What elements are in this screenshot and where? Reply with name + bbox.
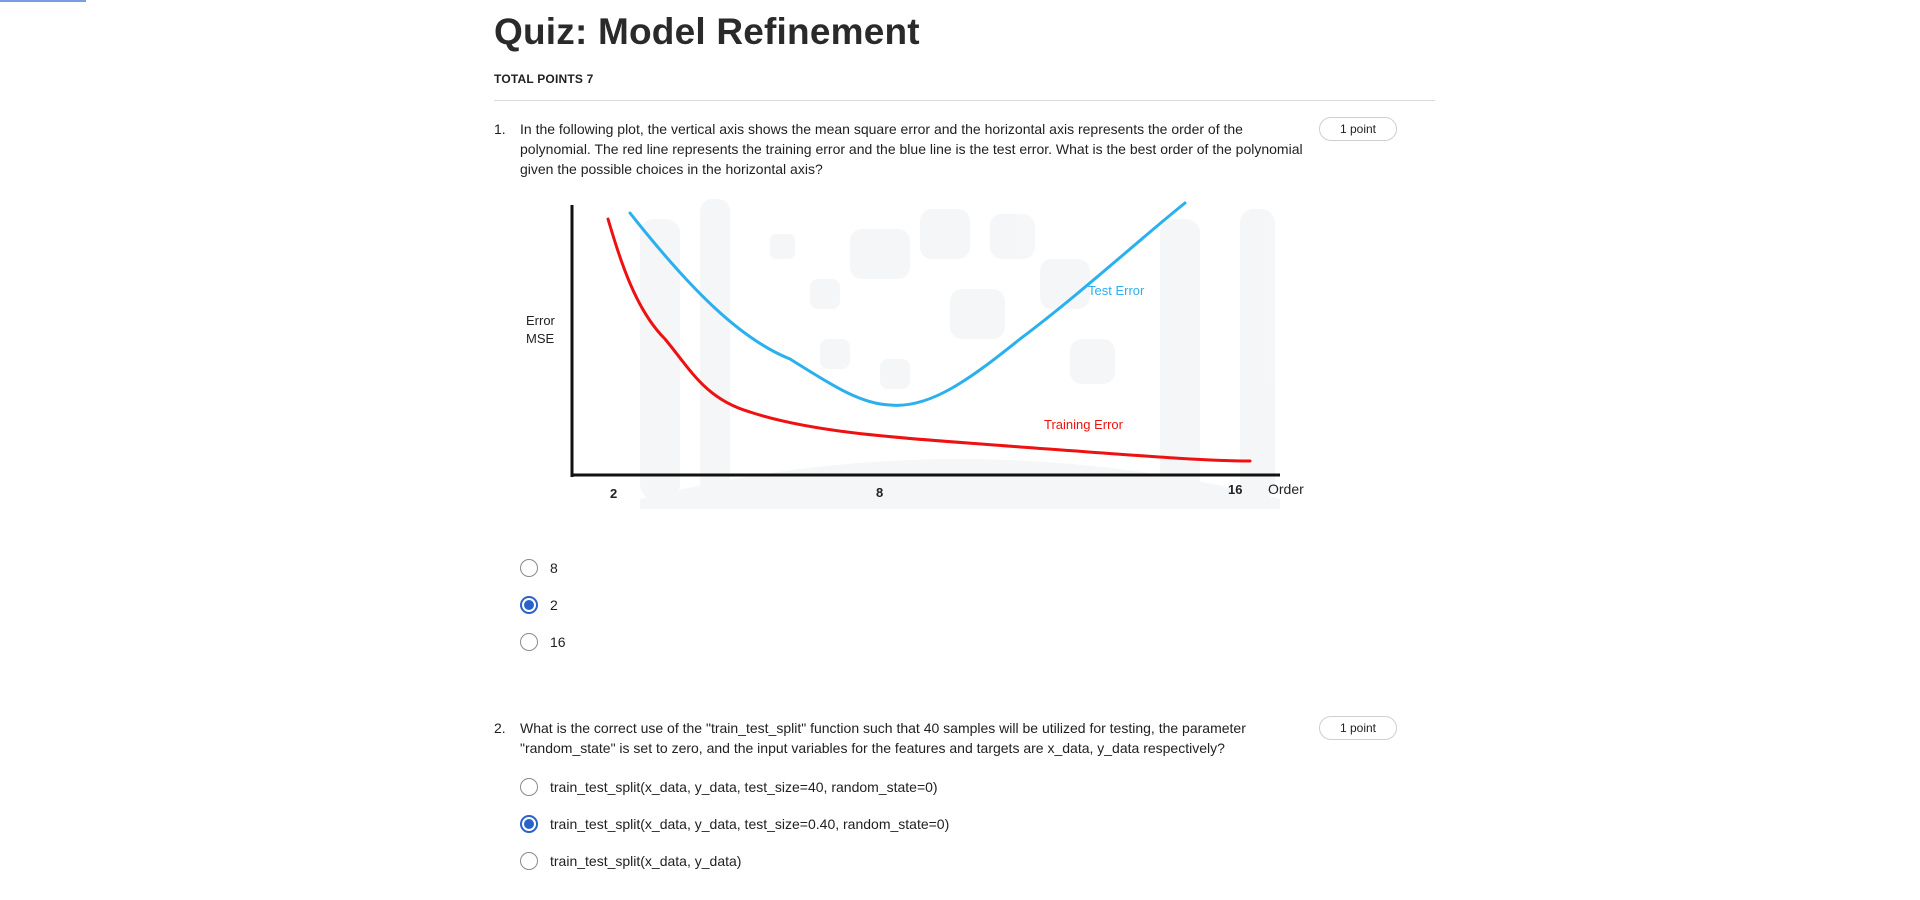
option-1[interactable]: 8 bbox=[520, 549, 1435, 586]
test-error-line bbox=[628, 201, 1187, 407]
question-1: 1. In the following plot, the vertical a… bbox=[494, 117, 1435, 660]
option-label: 16 bbox=[550, 633, 566, 650]
page-title: Quiz: Model Refinement bbox=[494, 11, 920, 52]
points-badge: 1 point bbox=[1319, 117, 1397, 141]
option-3[interactable]: 16 bbox=[520, 623, 1435, 660]
option-1[interactable]: train_test_split(x_data, y_data, test_si… bbox=[520, 768, 1435, 805]
answer-options: 8 2 16 bbox=[520, 549, 1435, 660]
x-axis-label: Order bbox=[1268, 481, 1304, 497]
option-label: 2 bbox=[550, 596, 558, 613]
radio-button-selected[interactable] bbox=[520, 595, 538, 614]
radio-button[interactable] bbox=[520, 632, 538, 651]
option-label: train_test_split(x_data, y_data, test_si… bbox=[550, 815, 950, 832]
question-number: 1. bbox=[494, 121, 506, 137]
quiz-container: Quiz: Model Refinement TOTAL POINTS 7 1.… bbox=[494, 0, 1435, 879]
x-tick-2: 2 bbox=[610, 486, 617, 501]
points-badge: 1 point bbox=[1319, 716, 1397, 740]
watermark bbox=[640, 199, 1280, 509]
progress-strip bbox=[0, 0, 86, 2]
radio-button[interactable] bbox=[520, 558, 538, 577]
option-label: 8 bbox=[550, 559, 558, 576]
option-label: train_test_split(x_data, y_data) bbox=[550, 852, 742, 869]
x-tick-16: 16 bbox=[1228, 482, 1242, 497]
total-points: TOTAL POINTS 7 bbox=[494, 72, 594, 86]
y-axis-label-line1: Error bbox=[526, 313, 556, 328]
x-tick-8: 8 bbox=[876, 485, 883, 500]
question-text: In the following plot, the vertical axis… bbox=[520, 121, 1303, 177]
option-2[interactable]: train_test_split(x_data, y_data, test_si… bbox=[520, 805, 1435, 842]
legend-test-error: Test Error bbox=[1088, 283, 1145, 298]
question-number: 2. bbox=[494, 720, 506, 736]
option-label: train_test_split(x_data, y_data, test_si… bbox=[550, 778, 938, 795]
option-3[interactable]: train_test_split(x_data, y_data) bbox=[520, 842, 1435, 879]
error-plot: Error MSE Test Error Training Error 2 8 … bbox=[520, 199, 1340, 519]
radio-button[interactable] bbox=[520, 851, 538, 870]
error-plot-svg: Error MSE Test Error Training Error 2 8 … bbox=[526, 199, 1304, 509]
question-2: 2. What is the correct use of the "train… bbox=[494, 716, 1435, 879]
question-text: What is the correct use of the "train_te… bbox=[520, 720, 1246, 756]
option-2[interactable]: 2 bbox=[520, 586, 1435, 623]
answer-options: train_test_split(x_data, y_data, test_si… bbox=[520, 768, 1435, 879]
radio-button-selected[interactable] bbox=[520, 814, 538, 833]
radio-button[interactable] bbox=[520, 777, 538, 796]
training-error-line bbox=[606, 217, 1252, 463]
legend-training-error: Training Error bbox=[1044, 417, 1124, 432]
divider bbox=[494, 100, 1435, 101]
y-axis-label-line2: MSE bbox=[526, 331, 555, 346]
